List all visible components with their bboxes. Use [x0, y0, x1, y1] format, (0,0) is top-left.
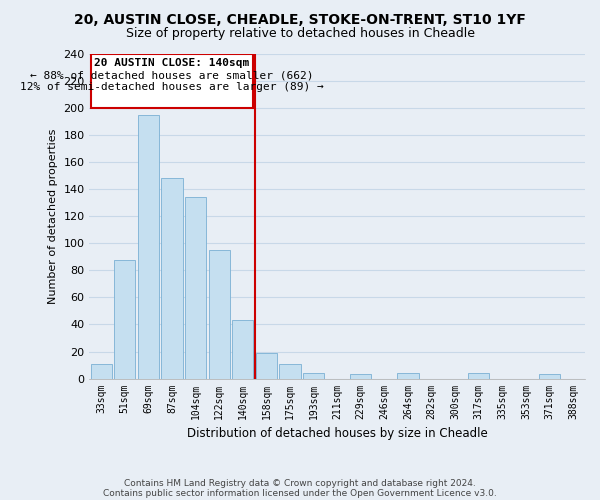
Bar [91, 364, 112, 378]
Text: Contains public sector information licensed under the Open Government Licence v3: Contains public sector information licen… [103, 488, 497, 498]
Text: 12% of semi-detached houses are larger (89) →: 12% of semi-detached houses are larger (… [20, 82, 324, 92]
Text: Contains HM Land Registry data © Crown copyright and database right 2024.: Contains HM Land Registry data © Crown c… [124, 478, 476, 488]
Text: ← 88% of detached houses are smaller (662): ← 88% of detached houses are smaller (66… [30, 70, 314, 80]
Bar [138, 115, 159, 378]
Text: 20 AUSTIN CLOSE: 140sqm: 20 AUSTIN CLOSE: 140sqm [94, 58, 250, 68]
Bar [303, 373, 324, 378]
X-axis label: Distribution of detached houses by size in Cheadle: Distribution of detached houses by size … [187, 427, 488, 440]
Bar [539, 374, 560, 378]
Text: 20, AUSTIN CLOSE, CHEADLE, STOKE-ON-TRENT, ST10 1YF: 20, AUSTIN CLOSE, CHEADLE, STOKE-ON-TREN… [74, 12, 526, 26]
Bar [232, 320, 253, 378]
Bar [161, 178, 182, 378]
Text: Size of property relative to detached houses in Cheadle: Size of property relative to detached ho… [125, 28, 475, 40]
Bar [397, 373, 419, 378]
Bar [256, 353, 277, 378]
FancyBboxPatch shape [91, 54, 253, 108]
Bar [280, 364, 301, 378]
Bar [185, 198, 206, 378]
Y-axis label: Number of detached properties: Number of detached properties [48, 128, 58, 304]
Bar [468, 373, 490, 378]
Bar [209, 250, 230, 378]
Bar [114, 260, 136, 378]
Bar [350, 374, 371, 378]
